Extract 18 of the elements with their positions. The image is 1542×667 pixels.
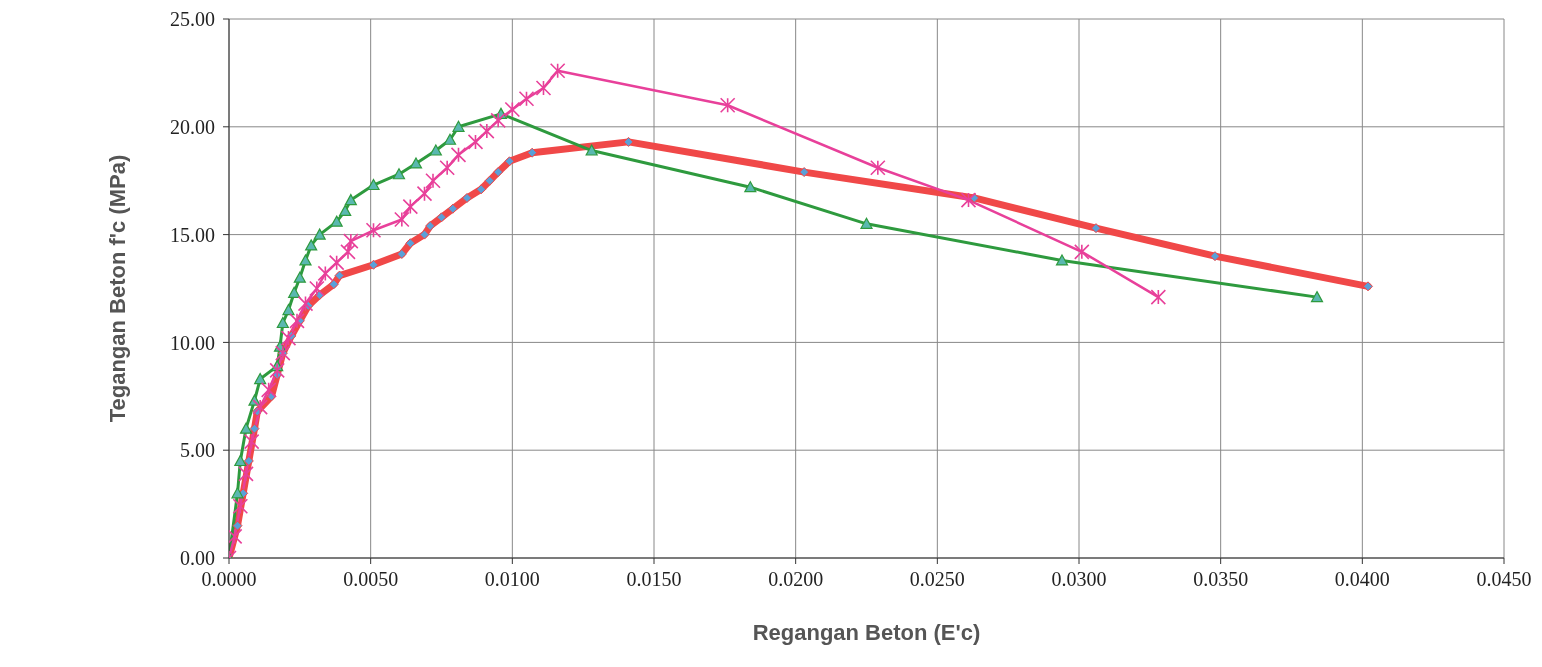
y-axis-title: Tegangan Beton f'c (MPa) <box>104 154 130 423</box>
x-tick-label: 0.0300 <box>1051 568 1107 591</box>
y-tick-label: 10.00 <box>170 331 215 354</box>
x-tick-label: 0.0400 <box>1334 568 1390 591</box>
x-tick-label: 0.0350 <box>1193 568 1249 591</box>
x-tick-label: 0.0450 <box>1476 568 1532 591</box>
y-tick-label: 0.00 <box>180 547 215 570</box>
y-tick-label: 25.00 <box>170 8 215 31</box>
x-tick-label: 0.0100 <box>484 568 540 591</box>
y-tick-label: 5.00 <box>180 439 215 462</box>
y-tick-label: 20.00 <box>170 115 215 138</box>
x-tick-label: 0.0050 <box>343 568 399 591</box>
x-tick-label: 0.0000 <box>201 568 257 591</box>
x-axis-title: Regangan Beton (E'c) <box>752 620 981 645</box>
x-tick-label: 0.0200 <box>768 568 824 591</box>
x-tick-label: 0.0150 <box>626 568 682 591</box>
y-tick-label: 15.00 <box>170 223 215 246</box>
x-tick-label: 0.0250 <box>909 568 965 591</box>
